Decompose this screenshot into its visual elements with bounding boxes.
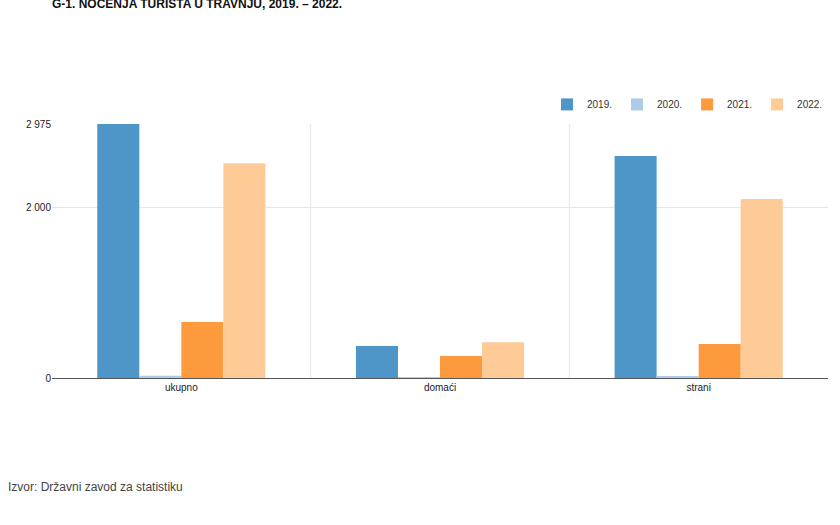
svg-text:2 000: 2 000: [26, 202, 51, 213]
svg-text:ukupno: ukupno: [165, 382, 198, 393]
svg-text:2021.: 2021.: [727, 99, 752, 110]
svg-text:2 975: 2 975: [26, 119, 51, 130]
svg-text:domaći: domaći: [424, 382, 456, 393]
svg-text:0: 0: [45, 373, 51, 384]
svg-text:strani: strani: [686, 382, 710, 393]
svg-text:2019.: 2019.: [587, 99, 612, 110]
svg-text:2022.: 2022.: [797, 99, 822, 110]
svg-text:Izvor: Državni zavod za statis: Izvor: Državni zavod za statistiku: [8, 480, 183, 494]
svg-text:2020.: 2020.: [657, 99, 682, 110]
svg-text:G-1. NOĆENJA TURISTA U TRAVNJU: G-1. NOĆENJA TURISTA U TRAVNJU, 2019. – …: [52, 0, 342, 11]
